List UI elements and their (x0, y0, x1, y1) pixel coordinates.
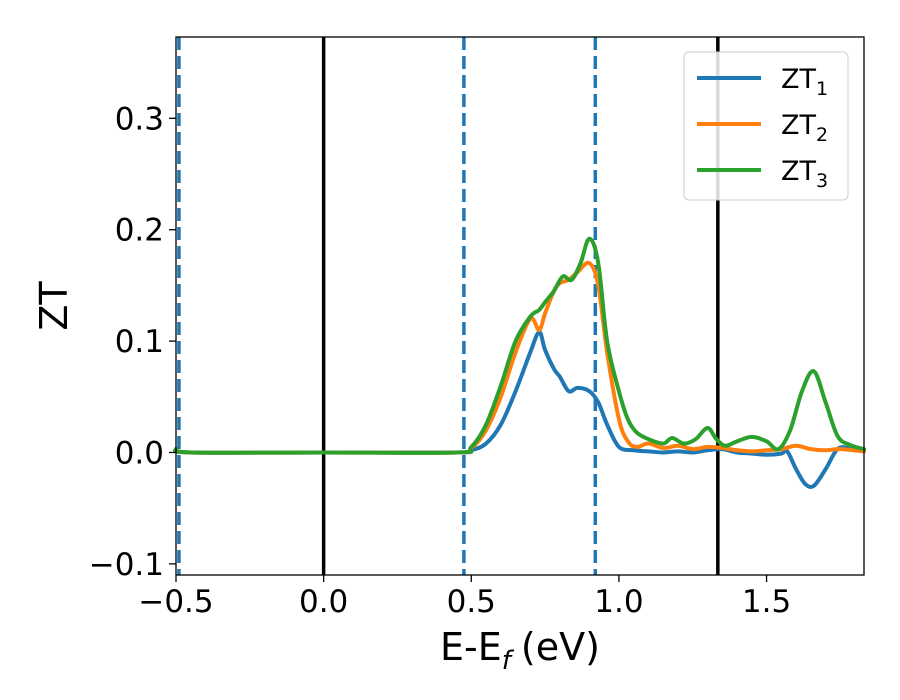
x-axis-title-sub: f (502, 646, 515, 676)
legend-entry: ZT1 (697, 64, 828, 100)
axis-ticks: −0.5 0.0 0.5 1.0 1.5 −0.1 0.0 0.1 0.2 0.3 (89, 101, 791, 620)
legend-label: ZT1 (781, 64, 828, 100)
series-line-zt1 (173, 330, 866, 489)
y-tick-label: 0.3 (115, 101, 164, 137)
y-tick-label: 0.1 (115, 324, 164, 360)
legend-box (683, 51, 849, 201)
legend-label: ZT3 (781, 156, 828, 192)
series-line-zt3 (173, 236, 866, 455)
x-tick-label: 1.5 (742, 584, 791, 620)
legend-label-sub: 1 (816, 78, 828, 100)
legend: ZT1 ZT2 ZT3 (683, 51, 849, 201)
legend-label-sub: 2 (816, 124, 828, 146)
legend-label-main: ZT (781, 156, 816, 187)
y-axis-title: ZT (32, 281, 76, 331)
x-axis-title-main: E-E (440, 625, 502, 669)
x-tick-label: −0.5 (138, 584, 213, 620)
legend-label-main: ZT (781, 64, 816, 95)
y-tick-label: −0.1 (89, 547, 164, 583)
legend-label-sub: 3 (816, 170, 828, 192)
x-tick-label: 1.0 (594, 584, 643, 620)
y-tick-label: 0.0 (115, 435, 164, 471)
legend-label: ZT2 (781, 110, 828, 146)
series-line-zt2 (173, 260, 866, 455)
x-axis-title: E-Ef (eV) (440, 625, 600, 676)
legend-entry: ZT2 (697, 110, 828, 146)
plot-frame (175, 36, 865, 576)
x-tick-label: 0.0 (299, 584, 348, 620)
legend-label-main: ZT (781, 110, 816, 141)
series-lines (173, 236, 866, 489)
legend-entry: ZT3 (697, 156, 828, 192)
reference-lines (177, 37, 720, 575)
x-tick-label: 0.5 (447, 584, 496, 620)
y-tick-label: 0.2 (115, 213, 164, 249)
x-axis-title-unit: (eV) (521, 625, 600, 669)
